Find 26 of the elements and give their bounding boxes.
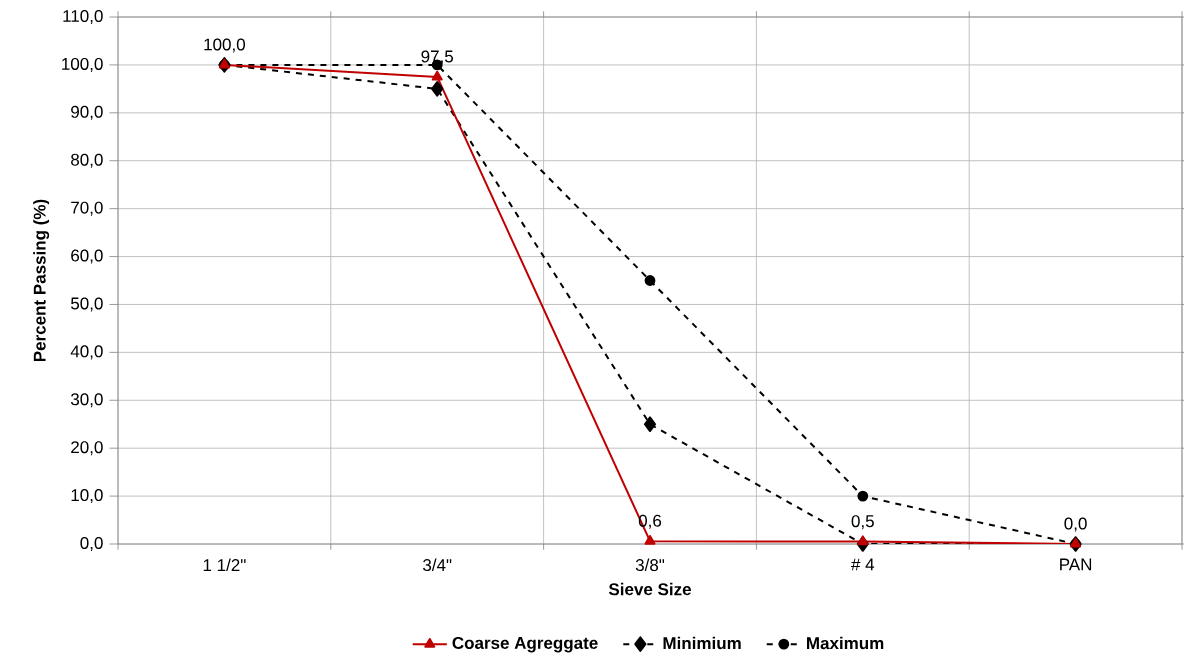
legend-label: Coarse Agreggate xyxy=(452,636,598,653)
y-tick-label: 0,0 xyxy=(80,536,103,552)
y-axis-title: Percent Passing (%) xyxy=(33,199,50,362)
y-tick-label: 40,0 xyxy=(70,345,103,360)
y-tick-label: 110,0 xyxy=(63,10,103,25)
data-label: 100,0 xyxy=(204,38,245,53)
y-tick-label: 90,0 xyxy=(71,105,103,120)
y-tick-label: 80,0 xyxy=(71,153,103,168)
x-tick-label: 1 1/2" xyxy=(203,558,246,572)
x-tick-label: 3/8" xyxy=(635,558,665,572)
y-tick-label: 20,0 xyxy=(71,441,103,456)
legend-label: Maximum xyxy=(807,636,884,650)
y-tick-label: 10,0 xyxy=(71,489,103,504)
y-tick-label: 100,0 xyxy=(62,57,103,72)
y-tick-label: 60,0 xyxy=(71,249,103,264)
y-tick-label: 30,0 xyxy=(70,393,103,408)
legend-label: Minimium xyxy=(663,636,741,650)
x-axis-title: Sieve Size xyxy=(608,582,691,596)
data-label: 0,0 xyxy=(1064,517,1087,532)
data-label: 0,5 xyxy=(851,515,874,530)
x-tick-label: PAN xyxy=(1060,558,1092,571)
y-tick-label: 50,0 xyxy=(71,297,103,312)
y-tick-label: 70,0 xyxy=(71,201,103,216)
x-tick-label: # 4 xyxy=(851,558,875,571)
x-tick-label: 3/4" xyxy=(423,558,452,572)
data-label: 97,5 xyxy=(421,50,454,65)
